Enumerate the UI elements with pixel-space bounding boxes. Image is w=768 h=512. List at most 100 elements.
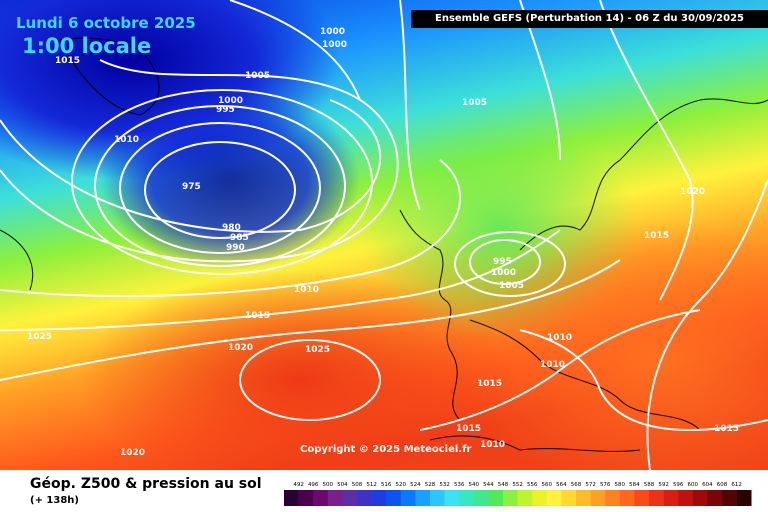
scale-tick-label: 560	[542, 482, 553, 488]
isobar-label: 1010	[480, 440, 505, 450]
scale-cell	[692, 490, 708, 506]
scale-cell	[619, 490, 635, 506]
isobar-label: 990	[226, 243, 245, 253]
scale-tick-label: 536	[454, 482, 465, 488]
scale-tick-label: 532	[439, 482, 450, 488]
isobar-label: 1015	[245, 311, 270, 321]
isobar-label: 1010	[114, 135, 139, 145]
isobar-label: 1005	[462, 98, 487, 108]
scale-cell	[707, 490, 723, 506]
scale-tick-label: 568	[571, 482, 582, 488]
forecast-time: 1:00 locale	[22, 34, 152, 58]
scale-cell	[736, 490, 752, 506]
isobar-label: 1010	[294, 285, 319, 295]
scale-cell	[546, 490, 562, 506]
scale-cell	[532, 490, 548, 506]
isobar-label: 1010	[540, 360, 565, 370]
isobar-label: 1000	[491, 268, 516, 278]
forecast-map: 1000 1000 1015 1005 1000 995 1010 1005 9…	[0, 0, 768, 470]
chart-caption: Géop. Z500 & pression au sol	[30, 476, 262, 492]
coastlines	[0, 37, 768, 452]
scale-tick-label: 608	[717, 482, 728, 488]
scale-tick-label: 492	[293, 482, 304, 488]
scale-tick-label: 508	[352, 482, 363, 488]
scale-tick-label: 592	[658, 482, 669, 488]
scale-tick-label: 524	[410, 482, 421, 488]
scale-tick-label: 572	[585, 482, 596, 488]
isobar-label: 975	[182, 182, 201, 192]
scale-cell	[415, 490, 431, 506]
scale-tick-label: 544	[483, 482, 494, 488]
scale-cell	[561, 490, 577, 506]
legend-bar: Géop. Z500 & pression au sol (+ 138h) 49…	[0, 470, 768, 512]
scale-cell	[459, 490, 475, 506]
isobar-label: 1005	[499, 281, 524, 291]
isobar-label: 1005	[245, 71, 270, 81]
isobar-label: 1000	[218, 96, 243, 106]
isobar-label: 1015	[456, 424, 481, 434]
isobar-label: 1025	[27, 332, 52, 342]
scale-tick-label: 540	[469, 482, 480, 488]
isobar-label: 1000	[322, 40, 347, 50]
scale-cell	[371, 490, 387, 506]
scale-cell	[342, 490, 358, 506]
scale-tick-label: 600	[688, 482, 699, 488]
scale-cell	[590, 490, 606, 506]
isobar-label: 995	[216, 105, 235, 115]
scale-tick-label: 512	[366, 482, 377, 488]
scale-cell	[430, 490, 445, 506]
isobar-label: 995	[493, 257, 512, 267]
scale-tick-label: 516	[381, 482, 392, 488]
scale-tick-label: 588	[644, 482, 655, 488]
scale-cell	[400, 490, 416, 506]
copyright-notice: Copyright © 2025 Meteociel.fr	[300, 444, 472, 455]
scale-cell	[298, 490, 314, 506]
scale-tick-label: 556	[527, 482, 538, 488]
isobar-label: 1010	[547, 333, 572, 343]
scale-tick-label: 504	[337, 482, 348, 488]
scale-tick-label: 528	[425, 482, 436, 488]
lead-time: (+ 138h)	[30, 495, 79, 506]
scale-cell	[678, 490, 694, 506]
isobar-label: 1015	[644, 231, 669, 241]
scale-cell	[357, 490, 372, 506]
isobar-labels: 1000 1000 1015 1005 1000 995 1010 1005 9…	[27, 27, 739, 458]
model-run-label: Ensemble GEFS (Perturbation 14) - 06 Z d…	[411, 10, 768, 28]
isobar-label: 1025	[305, 345, 330, 355]
scale-cell	[649, 490, 664, 506]
scale-cell	[722, 490, 737, 506]
scale-cell	[327, 490, 343, 506]
isobar-label: 1015	[477, 379, 502, 389]
scale-tick-label: 552	[512, 482, 523, 488]
scale-tick-label: 584	[629, 482, 640, 488]
scale-cell	[473, 490, 489, 506]
scale-tick-label: 520	[396, 482, 407, 488]
scale-cell	[284, 490, 299, 506]
scale-cell	[517, 490, 533, 506]
isobar-label: 1020	[228, 343, 253, 353]
isobar-label: 980	[222, 223, 241, 233]
scale-cell	[503, 490, 518, 506]
scale-cell	[663, 490, 679, 506]
scale-cell	[444, 490, 460, 506]
isobar-label: 1020	[680, 187, 705, 197]
forecast-date: Lundi 6 octobre 2025	[16, 14, 196, 32]
scale-tick-label: 604	[702, 482, 713, 488]
scale-tick-label: 596	[673, 482, 684, 488]
scale-tick-label: 576	[600, 482, 611, 488]
isobar-label: 1015	[714, 424, 739, 434]
isobar-label: 1015	[55, 56, 80, 66]
scale-tick-label: 496	[308, 482, 319, 488]
color-scale: 492 496 500 504 508 512 516 520 524 528 532 536 540 5…	[284, 482, 752, 506]
scale-tick-label: 564	[556, 482, 567, 488]
isobars	[0, 0, 768, 470]
scale-cell	[313, 490, 329, 506]
scale-cell	[386, 490, 402, 506]
scale-cell	[605, 490, 621, 506]
scale-tick-label: 548	[498, 482, 509, 488]
isobar-label: 985	[230, 233, 249, 243]
scale-cell	[634, 490, 650, 506]
scale-tick-label: 580	[615, 482, 626, 488]
scale-tick-label: 500	[323, 482, 334, 488]
